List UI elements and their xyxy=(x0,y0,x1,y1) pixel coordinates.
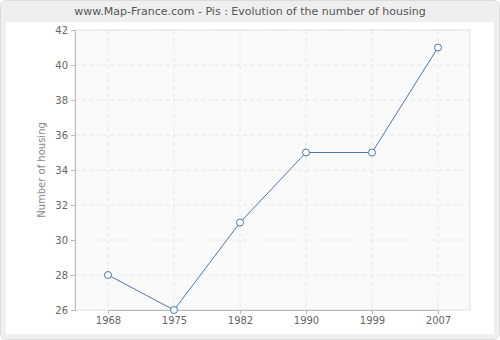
tick: 38 xyxy=(55,95,75,106)
panel xyxy=(6,22,494,334)
tick-mark xyxy=(71,275,75,276)
tick-label: 1982 xyxy=(228,315,253,326)
tick: 28 xyxy=(55,270,75,281)
y-axis: 26 28 30 32 34 36 38 40 42 xyxy=(55,25,75,316)
tick-mark xyxy=(306,310,307,314)
tick: 1999 xyxy=(360,310,385,326)
tick: 1982 xyxy=(228,310,253,326)
tick: 2007 xyxy=(426,310,451,326)
grid-line xyxy=(75,240,470,241)
tick-mark xyxy=(71,205,75,206)
tick-label: 42 xyxy=(55,25,68,36)
tick-mark xyxy=(71,240,75,241)
tick-label: 36 xyxy=(55,130,68,141)
grid-line xyxy=(75,65,470,66)
tick: 40 xyxy=(55,60,75,71)
chart: 26 28 30 32 34 36 38 40 42 1968 1975 1982 1990 1999 20… xyxy=(0,0,500,340)
tick-label: 32 xyxy=(55,200,68,211)
tick-mark xyxy=(71,100,75,101)
tick: 30 xyxy=(55,235,75,246)
tick-mark xyxy=(71,170,75,171)
grid-line xyxy=(75,170,470,171)
marker xyxy=(369,149,376,156)
marker xyxy=(105,272,112,279)
tick-mark xyxy=(108,310,109,314)
grid xyxy=(75,30,470,310)
tick: 36 xyxy=(55,130,75,141)
x-axis: 1968 1975 1982 1990 1999 2007 xyxy=(96,310,451,326)
grid-line xyxy=(75,205,470,206)
series xyxy=(105,44,442,314)
tick-mark xyxy=(71,65,75,66)
tick-mark xyxy=(372,310,373,314)
line xyxy=(108,48,438,311)
tick: 34 xyxy=(55,165,75,176)
grid-line xyxy=(75,100,470,101)
tick-label: 40 xyxy=(55,60,68,71)
grid-line xyxy=(108,30,109,310)
tick-mark xyxy=(71,135,75,136)
axis-line xyxy=(71,31,76,311)
plot-area xyxy=(75,30,470,310)
tick-label: 34 xyxy=(55,165,68,176)
marker xyxy=(435,44,442,51)
grid-line xyxy=(75,135,470,136)
tick-label: 1968 xyxy=(96,315,121,326)
tick-label: 26 xyxy=(55,305,68,316)
tick-label: 28 xyxy=(55,270,68,281)
grid-line xyxy=(438,30,439,310)
tick-mark xyxy=(71,30,75,31)
tick-label: 1975 xyxy=(162,315,187,326)
grid-line xyxy=(306,30,307,310)
tick-label: 2007 xyxy=(426,315,451,326)
tick: 1968 xyxy=(96,310,121,326)
marker xyxy=(171,307,178,314)
tick-label: 1999 xyxy=(360,315,385,326)
tick: 26 xyxy=(55,305,75,316)
tick: 1990 xyxy=(294,310,319,326)
grid-line xyxy=(372,30,373,310)
tick-mark xyxy=(240,310,241,314)
title: www.Map-France.com - Pis : Evolution of … xyxy=(74,5,425,18)
tick-label: 30 xyxy=(55,235,68,246)
background xyxy=(1,1,500,340)
tick: 42 xyxy=(55,25,75,36)
marker xyxy=(237,219,244,226)
axis-line xyxy=(109,311,439,315)
tick-label: 38 xyxy=(55,95,68,106)
tick-mark xyxy=(438,310,439,314)
grid-line xyxy=(75,275,470,276)
tick: 32 xyxy=(55,200,75,211)
tick-mark xyxy=(71,310,75,311)
tick-label: 1990 xyxy=(294,315,319,326)
y-axis-title: Number of housing xyxy=(36,122,47,218)
grid-line xyxy=(75,30,470,31)
marker xyxy=(303,149,310,156)
grid-line xyxy=(174,30,175,310)
grid-line xyxy=(240,30,241,310)
